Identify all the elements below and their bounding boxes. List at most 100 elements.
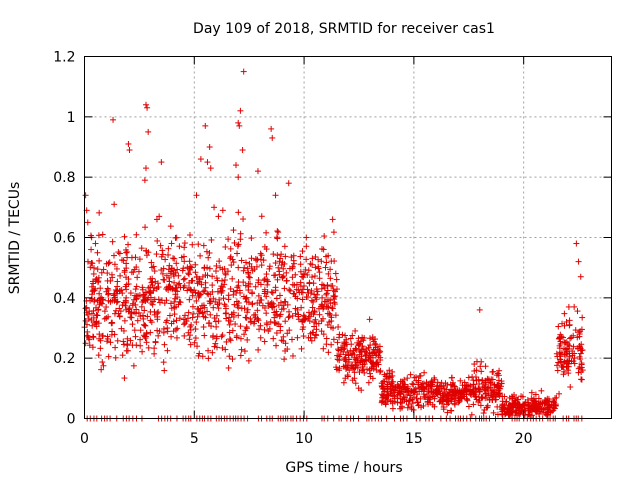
data-point — [286, 327, 293, 334]
data-point — [103, 260, 110, 267]
data-point — [330, 325, 337, 332]
data-point — [158, 267, 165, 274]
data-point — [292, 310, 299, 317]
data-point — [106, 259, 113, 266]
data-point — [324, 283, 331, 290]
data-point — [142, 165, 149, 172]
data-point — [178, 254, 185, 261]
data-point — [110, 116, 117, 123]
data-point — [141, 177, 148, 184]
data-point — [148, 264, 155, 271]
data-point — [142, 101, 149, 108]
data-point — [134, 274, 141, 281]
data-point — [342, 375, 349, 382]
data-point — [352, 327, 359, 334]
data-point — [407, 371, 414, 378]
data-point — [246, 260, 253, 267]
data-point — [204, 290, 211, 297]
x-tick-label: 10 — [295, 431, 313, 447]
data-point — [561, 310, 568, 317]
data-point — [251, 318, 258, 325]
data-point — [265, 300, 272, 307]
data-point — [349, 350, 356, 357]
data-point — [389, 405, 396, 412]
data-point — [110, 252, 117, 259]
data-point — [202, 122, 209, 129]
data-point — [181, 321, 188, 328]
data-point — [105, 353, 112, 360]
data-point — [93, 311, 100, 318]
data-point — [180, 284, 187, 291]
data-point — [326, 310, 333, 317]
data-point — [173, 284, 180, 291]
data-point — [84, 219, 91, 226]
data-point — [133, 231, 140, 238]
data-point — [109, 238, 116, 245]
data-point — [249, 300, 256, 307]
data-point — [328, 318, 335, 325]
data-point — [291, 282, 298, 289]
data-point — [173, 260, 180, 267]
data-point — [247, 319, 254, 326]
data-point — [244, 336, 251, 343]
data-point — [82, 340, 89, 347]
data-point — [556, 390, 563, 397]
data-point — [266, 263, 273, 270]
x-tick-labels: 0 5 10 15 20 — [80, 431, 533, 447]
data-point — [331, 258, 338, 265]
data-point — [88, 310, 95, 317]
data-point — [163, 319, 170, 326]
data-point — [151, 350, 158, 357]
data-point — [231, 301, 238, 308]
data-point — [205, 320, 212, 327]
data-point — [270, 335, 277, 342]
data-point — [278, 262, 285, 269]
data-point — [111, 261, 118, 268]
data-point — [280, 265, 287, 272]
data-point — [237, 236, 244, 243]
data-point — [195, 290, 202, 297]
data-point — [103, 304, 110, 311]
data-point — [221, 281, 228, 288]
data-point — [220, 295, 227, 302]
data-point — [235, 264, 242, 271]
data-point — [165, 251, 172, 258]
data-point — [103, 314, 110, 321]
data-point — [143, 329, 150, 336]
data-point — [95, 320, 102, 327]
data-point — [285, 308, 292, 315]
data-point — [84, 258, 91, 265]
data-point — [318, 317, 325, 324]
data-point — [166, 278, 173, 285]
data-point — [342, 332, 349, 339]
data-point — [176, 298, 183, 305]
data-point — [115, 249, 122, 256]
data-point — [123, 286, 130, 293]
data-point — [293, 281, 300, 288]
data-point — [331, 301, 338, 308]
data-point — [231, 239, 238, 246]
data-point — [305, 267, 312, 274]
data-point — [351, 375, 358, 382]
data-point — [160, 329, 167, 336]
data-point — [252, 314, 259, 321]
data-point — [336, 367, 343, 374]
data-point — [317, 303, 324, 310]
data-point — [292, 293, 299, 300]
data-point — [135, 309, 142, 316]
data-point — [189, 241, 196, 248]
data-point — [181, 275, 188, 282]
data-point — [155, 309, 162, 316]
data-point — [127, 290, 134, 297]
data-point — [197, 156, 204, 163]
data-point — [122, 274, 129, 281]
data-point — [137, 342, 144, 349]
data-point — [222, 305, 229, 312]
data-point — [147, 317, 154, 324]
data-point — [289, 263, 296, 270]
data-point — [284, 330, 291, 337]
data-point — [232, 321, 239, 328]
data-point — [129, 300, 136, 307]
data-point — [574, 308, 581, 315]
data-point — [207, 298, 214, 305]
